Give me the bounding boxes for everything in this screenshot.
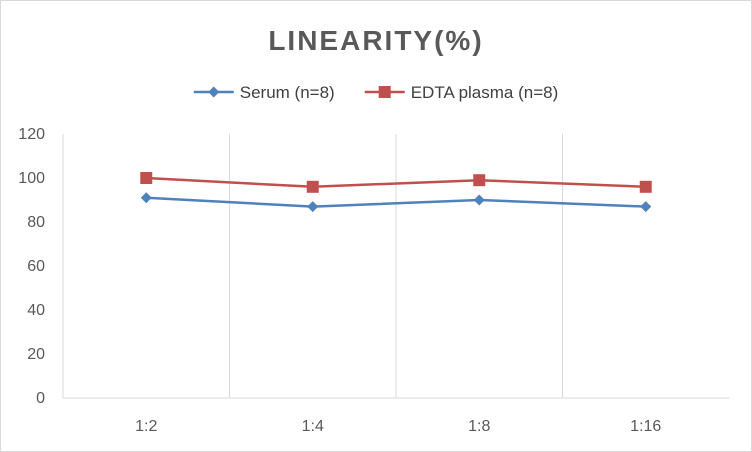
data-point-square — [306, 180, 319, 193]
series-line — [146, 176, 646, 189]
x-tick-label: 1:4 — [302, 418, 324, 435]
y-tick-label: 60 — [27, 258, 45, 275]
data-point-square — [473, 174, 486, 187]
legend-marker — [378, 86, 391, 98]
axes — [62, 134, 729, 399]
x-tick-label: 1:16 — [630, 418, 661, 435]
chart-title: LINEARITY(%) — [268, 25, 483, 56]
data-point-square — [639, 180, 652, 193]
data-point-square — [140, 172, 153, 184]
series-edta-plasma — [140, 172, 652, 193]
y-tick-label: 0 — [36, 390, 45, 407]
gridlines — [229, 134, 563, 398]
legend-label: EDTA plasma (n=8) — [411, 83, 559, 102]
y-axis-tick-labels: 0 20 40 60 80 100 120 — [18, 126, 45, 407]
legend-label: Serum (n=8) — [240, 83, 335, 102]
x-tick-label: 1:2 — [135, 418, 157, 435]
y-tick-label: 120 — [18, 126, 45, 143]
y-tick-label: 20 — [27, 346, 45, 363]
y-tick-label: 100 — [18, 170, 45, 187]
x-axis-tick-labels: 1:2 1:4 1:8 1:16 — [135, 418, 661, 435]
data-point-diamond — [307, 201, 319, 213]
series-line — [146, 196, 646, 208]
y-tick-label: 40 — [27, 302, 45, 319]
series-lines — [140, 172, 652, 213]
legend-marker — [208, 86, 220, 98]
legend: Serum (n=8) EDTA plasma (n=8) — [193, 83, 559, 102]
data-point-diamond — [473, 194, 485, 206]
x-tick-label: 1:8 — [468, 418, 490, 435]
series-serum — [140, 192, 652, 213]
legend-item: Serum (n=8) — [193, 83, 335, 102]
y-tick-label: 80 — [27, 214, 45, 231]
data-point-diamond — [140, 192, 152, 204]
legend-item: EDTA plasma (n=8) — [364, 83, 559, 102]
data-point-diamond — [640, 201, 652, 213]
